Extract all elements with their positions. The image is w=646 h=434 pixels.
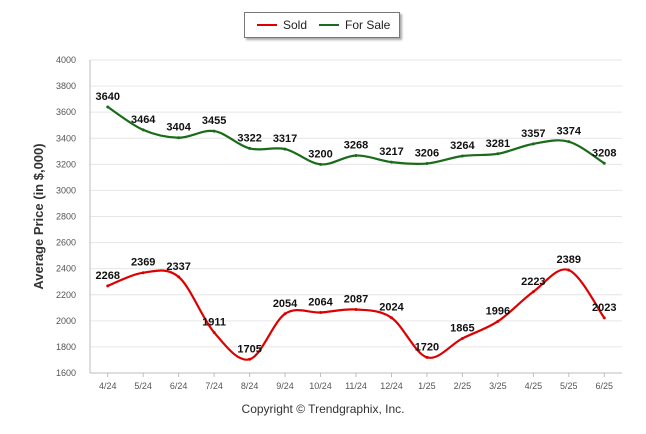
y-tick-label: 3400 — [56, 133, 76, 143]
x-tick-label: 6/24 — [170, 381, 188, 391]
data-label-for-sale: 3268 — [344, 139, 368, 151]
data-label-sold: 1996 — [486, 305, 510, 317]
data-label-for-sale: 3317 — [273, 133, 297, 145]
copyright-text: Copyright © Trendgraphix, Inc. — [241, 402, 405, 416]
data-label-sold: 1911 — [202, 316, 226, 328]
data-label-for-sale: 3464 — [131, 114, 156, 126]
data-label-sold: 2024 — [379, 302, 404, 314]
data-point-for-sale — [354, 153, 358, 157]
data-label-sold: 2223 — [521, 276, 545, 288]
y-tick-label: 2000 — [56, 316, 76, 326]
x-tick-label: 12/24 — [380, 381, 403, 391]
data-point-sold — [248, 357, 252, 361]
x-tick-label: 5/24 — [134, 381, 152, 391]
data-point-sold — [212, 330, 216, 334]
y-tick-label: 3000 — [56, 185, 76, 195]
data-point-for-sale — [319, 162, 323, 166]
data-point-for-sale — [460, 154, 464, 158]
y-tick-label: 1600 — [56, 368, 76, 378]
data-label-for-sale: 3357 — [521, 128, 545, 140]
y-tick-label: 3800 — [56, 81, 76, 91]
data-point-for-sale — [283, 147, 287, 151]
x-tick-label: 4/24 — [99, 381, 117, 391]
y-tick-label: 2400 — [56, 264, 76, 274]
legend-label-sold: Sold — [283, 18, 308, 32]
y-axis-label: Average Price (in $,000) — [31, 143, 46, 289]
data-point-for-sale — [567, 140, 571, 144]
data-point-for-sale — [425, 162, 429, 166]
data-label-for-sale: 3455 — [202, 115, 226, 127]
data-point-sold — [389, 316, 393, 320]
data-point-for-sale — [248, 146, 252, 150]
data-point-sold — [602, 316, 606, 320]
data-label-sold: 2337 — [166, 261, 190, 273]
data-point-for-sale — [389, 160, 393, 164]
data-point-for-sale — [141, 128, 145, 132]
x-tick-label: 5/25 — [560, 381, 578, 391]
data-label-for-sale: 3404 — [166, 122, 191, 134]
data-point-for-sale — [496, 152, 500, 156]
data-point-sold — [141, 271, 145, 275]
data-point-for-sale — [602, 161, 606, 165]
data-point-for-sale — [212, 129, 216, 133]
chart-legend: Sold For Sale — [244, 12, 400, 38]
y-tick-label: 3200 — [56, 159, 76, 169]
data-point-for-sale — [106, 105, 110, 109]
data-label-sold: 2064 — [308, 296, 333, 308]
y-tick-label: 2200 — [56, 290, 76, 300]
data-point-sold — [496, 319, 500, 323]
data-label-for-sale: 3281 — [486, 138, 510, 150]
data-point-sold — [425, 355, 429, 359]
x-tick-label: 1/25 — [418, 381, 436, 391]
x-tick-label: 6/25 — [596, 381, 614, 391]
data-point-sold — [177, 275, 181, 279]
y-tick-label: 2800 — [56, 212, 76, 222]
data-label-sold: 2369 — [131, 257, 155, 269]
data-label-for-sale: 3374 — [557, 126, 582, 138]
data-label-for-sale: 3200 — [308, 148, 332, 160]
data-label-for-sale: 3206 — [415, 148, 439, 160]
data-label-sold: 1720 — [415, 341, 439, 353]
data-point-sold — [460, 336, 464, 340]
x-tick-label: 10/24 — [309, 381, 332, 391]
data-point-sold — [319, 310, 323, 314]
data-point-sold — [106, 284, 110, 288]
x-tick-label: 4/25 — [525, 381, 543, 391]
data-label-sold: 2023 — [592, 302, 616, 314]
x-tick-label: 7/24 — [205, 381, 223, 391]
x-tick-label: 8/24 — [241, 381, 259, 391]
y-tick-label: 1800 — [56, 342, 76, 352]
data-label-sold: 1705 — [237, 343, 261, 355]
data-label-sold: 2389 — [557, 254, 581, 266]
x-tick-label: 3/25 — [489, 381, 507, 391]
data-label-sold: 2268 — [95, 270, 119, 282]
data-point-sold — [354, 307, 358, 311]
data-label-sold: 2054 — [273, 298, 298, 310]
data-point-sold — [567, 268, 571, 272]
y-tick-label: 2600 — [56, 238, 76, 248]
data-point-for-sale — [531, 142, 535, 146]
y-tick-label: 3600 — [56, 107, 76, 117]
data-label-for-sale: 3640 — [95, 91, 119, 103]
x-tick-label: 9/24 — [276, 381, 294, 391]
x-tick-label: 2/25 — [454, 381, 472, 391]
data-label-for-sale: 3264 — [450, 140, 475, 152]
legend-label-for-sale: For Sale — [345, 18, 391, 32]
x-tick-label: 11/24 — [345, 381, 367, 391]
legend-swatch-sold — [257, 24, 277, 26]
data-point-sold — [283, 312, 287, 316]
data-point-sold — [531, 290, 535, 294]
data-label-for-sale: 3217 — [379, 146, 403, 158]
legend-swatch-for-sale — [319, 24, 339, 26]
data-point-for-sale — [177, 136, 181, 140]
data-label-sold: 1865 — [450, 322, 474, 334]
data-label-sold: 2087 — [344, 293, 368, 305]
data-label-for-sale: 3322 — [237, 132, 261, 144]
y-tick-label: 4000 — [56, 55, 76, 65]
data-label-for-sale: 3208 — [592, 147, 616, 159]
